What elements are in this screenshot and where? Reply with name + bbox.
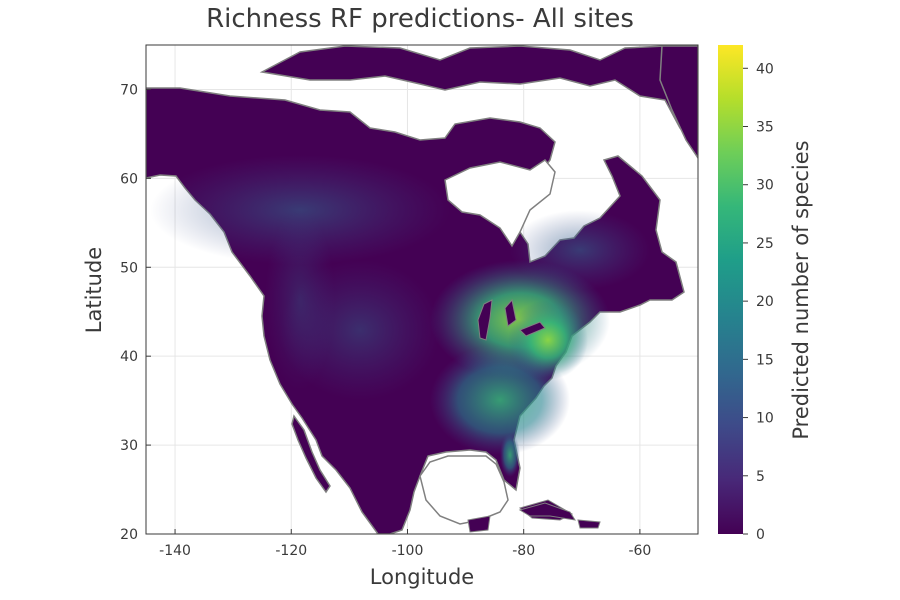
y-tick-label: 40	[120, 349, 138, 365]
colorbar-ticks: 0 5 10 15 20 25 30 35 40	[743, 61, 774, 543]
colorbar-tick-label: 25	[756, 236, 774, 252]
colorbar-tick-label: 0	[756, 527, 765, 543]
plot-area	[145, 44, 699, 535]
y-tick-label: 20	[120, 527, 138, 543]
greenland	[659, 45, 698, 160]
x-tick-label: -60	[628, 543, 651, 559]
cuba	[518, 502, 577, 521]
hudson-bay	[444, 159, 556, 248]
colorbar-tick-label: 40	[756, 61, 774, 77]
chart-title: Richness RF predictions- All sites	[206, 4, 634, 34]
colorbar-tick-label: 20	[756, 294, 774, 310]
baja-california	[291, 414, 331, 494]
x-tick-label: -120	[275, 543, 307, 559]
rockies-band	[265, 210, 335, 390]
florida-richness	[500, 433, 520, 477]
x-tick-label: -100	[392, 543, 424, 559]
x-axis-ticks: -140 -120 -100 -80 -60	[159, 529, 651, 559]
great-lakes	[477, 298, 546, 341]
y-tick-label: 30	[120, 438, 138, 454]
y-tick-label: 50	[120, 260, 138, 276]
colorbar-label: Predicted number of species	[789, 140, 813, 439]
y-axis-ticks: 20 30 40 50 60 70	[120, 82, 151, 543]
plot-frame	[145, 44, 699, 535]
colorbar-tick-label: 30	[756, 178, 774, 194]
y-tick-label: 60	[120, 171, 138, 187]
gulf-of-mexico	[419, 455, 509, 525]
colorbar-gradient	[718, 45, 743, 534]
colorbar-tick-label: 10	[756, 411, 774, 427]
colorbar-tick-label: 35	[756, 120, 774, 136]
colorbar: 0 5 10 15 20 25 30 35 40 Predicted number of spe…	[718, 45, 813, 543]
colorbar-tick-label: 15	[756, 352, 774, 368]
y-tick-label: 70	[120, 82, 138, 98]
x-tick-label: -80	[512, 543, 535, 559]
x-tick-label: -140	[159, 543, 191, 559]
colorbar-tick-label: 5	[756, 469, 765, 485]
richness-raster	[146, 45, 698, 534]
y-axis-label: Latitude	[82, 247, 106, 333]
appalachian-richness	[508, 300, 588, 380]
x-axis-label: Longitude	[370, 565, 474, 589]
